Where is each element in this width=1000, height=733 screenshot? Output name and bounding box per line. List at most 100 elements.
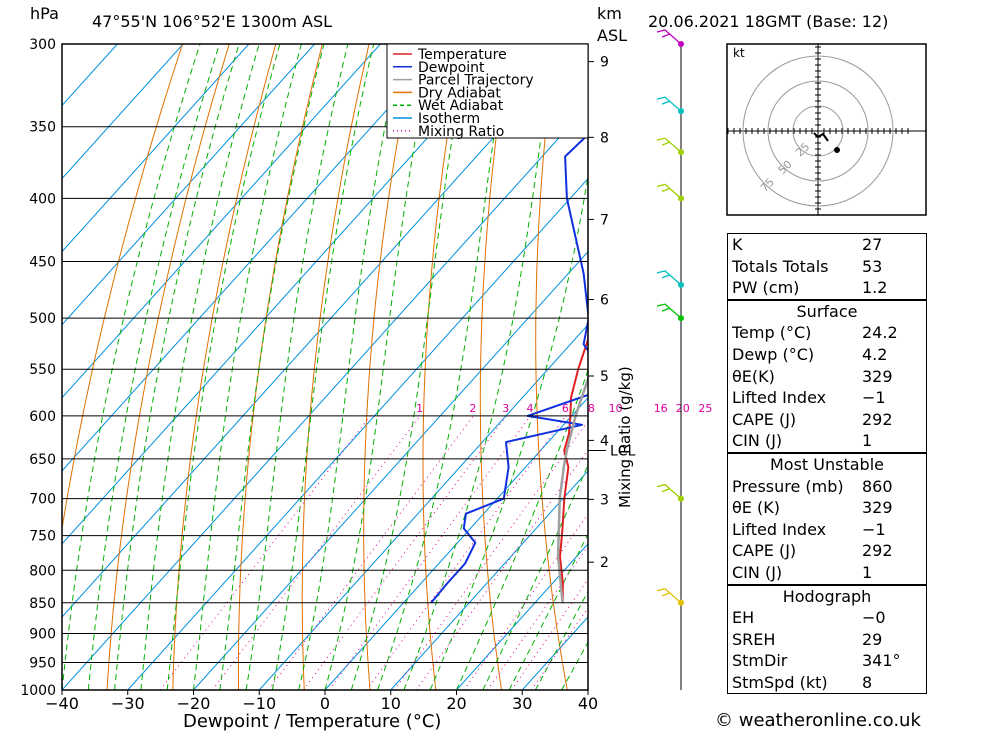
mixing-ratio-line: [463, 513, 588, 690]
stat-row: θE (K) 329: [728, 497, 926, 519]
isotherm-line: [193, 250, 588, 690]
pressure-tick-label: 750: [29, 529, 56, 545]
isotherm-line: [62, 44, 381, 399]
wind-barb: [656, 270, 682, 286]
stat-value: 8: [862, 672, 873, 692]
wind-profile: [656, 29, 684, 690]
pressure-tick-label: 950: [29, 655, 56, 671]
stat-label: θE (K): [732, 498, 780, 518]
x-tick-label: 20: [446, 694, 466, 713]
legend-label: Dewpoint: [418, 60, 485, 76]
wet-adiabat-line: [140, 44, 260, 690]
wind-barb-flag: [661, 488, 671, 493]
mixing-ratio-label: 4: [527, 402, 534, 415]
stat-row: StmSpd (kt) 8: [728, 672, 926, 694]
stat-value: −1: [862, 519, 886, 539]
stat-row: θE(K) 329: [728, 366, 926, 388]
dry-adiabat-line: [363, 44, 417, 690]
pressure-tick-label: 500: [29, 311, 56, 327]
x-tick-label: −20: [177, 694, 211, 713]
x-tick-label: 30: [512, 694, 532, 713]
stat-value: 860: [862, 476, 893, 496]
stat-row: CIN (J) 1: [728, 562, 926, 584]
stat-label: CAPE (J): [732, 409, 797, 429]
wind-barb-flag: [661, 187, 671, 192]
stat-value: 341°: [862, 651, 901, 671]
stat-label: Dewp (°C): [732, 344, 815, 364]
stat-label: SREH: [732, 629, 776, 649]
stat-value: 1: [862, 431, 873, 451]
wind-barb: [656, 483, 682, 500]
mixing-ratio-line: [393, 420, 588, 690]
stat-row: Totals Totals 53: [728, 256, 926, 278]
stat-value: 27: [862, 235, 883, 254]
km-label: km: [597, 4, 622, 23]
isotherm-line: [456, 543, 588, 690]
wet-adiabat-line: [166, 44, 281, 690]
wind-barb-flag: [661, 307, 671, 312]
credit-text[interactable]: © weatheronline.co.uk: [715, 710, 921, 731]
mixing-ratio-label: 8: [588, 402, 595, 415]
stat-row: PW (cm) 1.2: [728, 277, 926, 299]
stat-label: K: [732, 235, 743, 254]
pressure-tick-label: 850: [29, 596, 56, 612]
asl-label: ASL: [597, 26, 627, 45]
isotherm-line: [62, 44, 513, 545]
isotherm-line: [62, 44, 184, 180]
surface-title: Surface: [796, 301, 858, 321]
datetime-title: 20.06.2021 18GMT (Base: 12): [648, 12, 888, 31]
lcl-label: LCL: [610, 444, 636, 460]
hodograph-ring: [767, 80, 869, 182]
stat-row: Lifted Index −1: [728, 387, 926, 409]
stat-value: −1: [862, 388, 886, 408]
dry-adiabat-line: [172, 44, 277, 690]
stat-row: StmDir 341°: [728, 650, 926, 672]
wind-barb-flag: [661, 141, 671, 146]
legend-label: Parcel Trajectory: [418, 73, 534, 89]
x-tick-label: −10: [242, 694, 276, 713]
wind-barb: [656, 96, 682, 112]
km-tick-label: 2: [600, 555, 609, 571]
stat-value: 1.2: [862, 278, 888, 298]
surface-box: Surface Temp (°C) 24.2 Dewp (°C) 4.2 θE(K) 32…: [727, 299, 927, 453]
hodograph-ring: [742, 55, 894, 207]
x-tick-label: −40: [45, 694, 79, 713]
hodograph-stats-title: Hodograph: [782, 586, 872, 606]
plot-frame: [61, 43, 589, 691]
wet-adiabat-line: [87, 44, 220, 690]
km-axis: 2 3 4 5 6 7 8 9 LCL: [587, 44, 636, 690]
dry-adiabat-line: [422, 44, 463, 690]
mixing-ratio-label: 25: [698, 402, 712, 415]
stat-label: StmDir: [732, 651, 788, 671]
hodograph-unit: kt: [733, 46, 745, 60]
km-tick-label: 3: [600, 492, 609, 508]
hpa-label: hPa: [30, 4, 59, 23]
stat-label: CIN (J): [732, 431, 783, 451]
pressure-tick-label: 400: [29, 191, 56, 207]
mixing-ratio-line: [487, 545, 588, 690]
stat-label: Temp (°C): [732, 323, 812, 343]
stat-value: 329: [862, 498, 893, 518]
stat-row: CAPE (J) 292: [728, 409, 926, 431]
wind-barb-flag: [661, 33, 671, 38]
stat-value: 29: [862, 629, 883, 649]
stat-label: θE(K): [732, 366, 775, 386]
isotherm-line: [62, 44, 579, 618]
most-unstable-title: Most Unstable: [770, 454, 884, 474]
stat-row: EH −0: [728, 607, 926, 629]
km-tick-label: 5: [600, 369, 609, 385]
km-tick-label: 9: [600, 55, 609, 71]
stat-row: Pressure (mb) 860: [728, 476, 926, 498]
stat-value: 329: [862, 366, 893, 386]
hodograph-stats-box: Hodograph EH −0 SREH 29 StmDir 341° StmSpd (kt…: [727, 584, 927, 695]
stat-value: 24.2: [862, 323, 898, 343]
km-tick-label: 6: [600, 293, 609, 309]
wind-barb: [656, 588, 682, 604]
isotherm-line: [127, 177, 588, 690]
stat-label: StmSpd (kt): [732, 672, 828, 692]
stat-row: Lifted Index −1: [728, 519, 926, 541]
dry-adiabat-line: [928, 44, 1000, 690]
legend-box: [386, 43, 589, 139]
